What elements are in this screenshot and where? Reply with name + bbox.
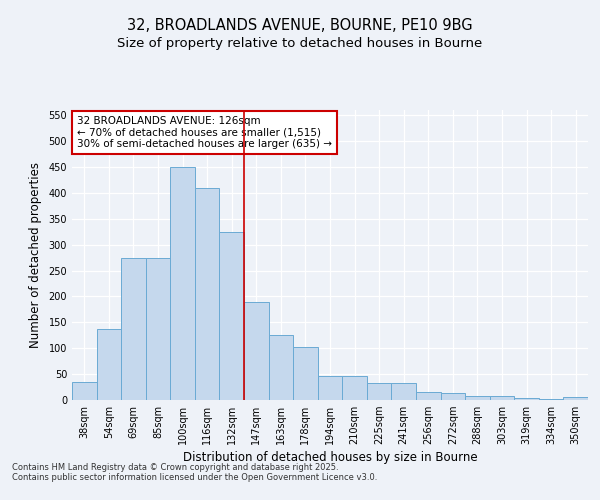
Bar	[391, 384, 416, 400]
Bar	[514, 398, 539, 400]
Bar	[367, 384, 391, 400]
Bar	[269, 336, 293, 400]
Bar	[244, 302, 269, 400]
Bar	[465, 396, 490, 400]
Text: Size of property relative to detached houses in Bourne: Size of property relative to detached ho…	[118, 38, 482, 51]
Bar	[220, 232, 244, 400]
Bar	[490, 396, 514, 400]
Bar	[293, 346, 318, 400]
Bar	[318, 376, 342, 400]
Bar	[72, 382, 97, 400]
Bar	[195, 188, 220, 400]
Bar	[170, 167, 195, 400]
Y-axis label: Number of detached properties: Number of detached properties	[29, 162, 41, 348]
Text: 32 BROADLANDS AVENUE: 126sqm
← 70% of detached houses are smaller (1,515)
30% of: 32 BROADLANDS AVENUE: 126sqm ← 70% of de…	[77, 116, 332, 149]
X-axis label: Distribution of detached houses by size in Bourne: Distribution of detached houses by size …	[182, 452, 478, 464]
Bar	[416, 392, 440, 400]
Bar	[146, 258, 170, 400]
Text: 32, BROADLANDS AVENUE, BOURNE, PE10 9BG: 32, BROADLANDS AVENUE, BOURNE, PE10 9BG	[127, 18, 473, 32]
Bar	[97, 329, 121, 400]
Bar	[563, 398, 588, 400]
Bar	[539, 399, 563, 400]
Bar	[121, 258, 146, 400]
Text: Contains HM Land Registry data © Crown copyright and database right 2025.
Contai: Contains HM Land Registry data © Crown c…	[12, 462, 377, 482]
Bar	[342, 376, 367, 400]
Bar	[440, 393, 465, 400]
